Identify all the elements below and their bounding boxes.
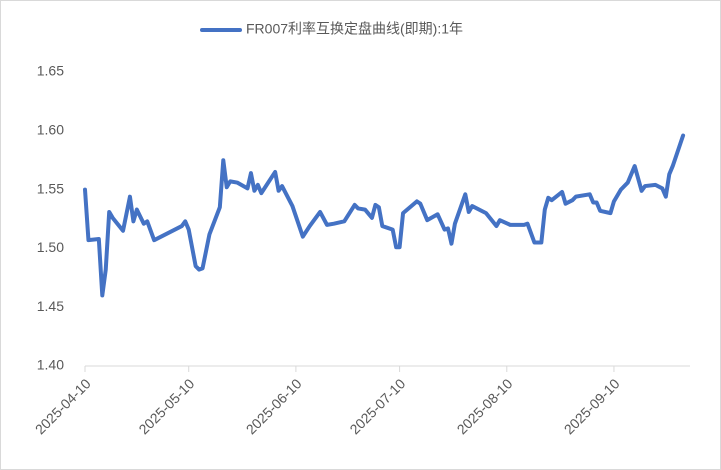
y-tick-label: 1.50 [37,239,64,255]
y-tick-label: 1.45 [37,298,64,314]
y-tick-label: 1.55 [37,180,64,196]
legend-label: FR007利率互换定盘曲线(即期):1年 [246,21,463,37]
y-tick-label: 1.40 [37,357,64,373]
line-series [83,133,686,298]
y-tick-label: 1.60 [37,122,64,138]
y-tick-label: 1.65 [37,63,64,79]
